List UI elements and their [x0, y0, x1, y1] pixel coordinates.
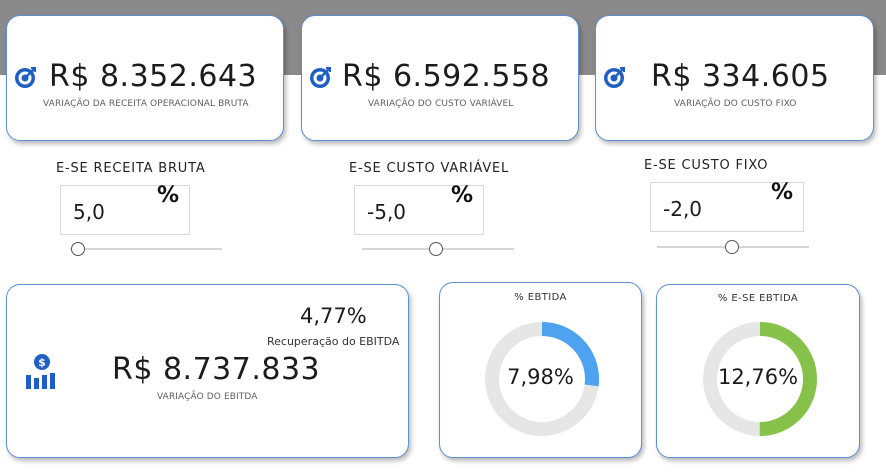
gauge-title: % EBTIDA: [514, 292, 567, 303]
kpi-card-custo-fixo: R$ 334.605 VARIAÇÃO DO CUSTO FIXO: [595, 15, 874, 141]
ebitda-value: R$ 8.737.833: [112, 352, 321, 387]
gauge-value: 7,98%: [507, 365, 574, 389]
kpi-value: R$ 8.352.643: [49, 59, 258, 94]
svg-text:$: $: [38, 356, 46, 369]
target-icon: [604, 67, 625, 88]
ebitda-percent-label: Recuperação do EBITDA: [267, 335, 400, 348]
money-chart-icon: $: [26, 354, 55, 389]
kpi-label: VARIAÇÃO DO CUSTO VARIÁVEL: [368, 99, 514, 109]
slider-thumb-custo-variavel[interactable]: [429, 242, 443, 256]
whatif-input-receita[interactable]: 5,0 %: [60, 183, 190, 235]
whatif-input-custo-variavel[interactable]: -5,0 %: [354, 183, 484, 235]
kpi-card-custo-variavel: R$ 6.592.558 VARIAÇÃO DO CUSTO VARIÁVEL: [301, 15, 579, 141]
kpi-value: R$ 334.605: [651, 59, 830, 94]
whatif-value: 5,0: [73, 200, 105, 224]
gauge-ring: [485, 322, 599, 436]
gauge-arc: [485, 322, 599, 436]
kpi-label: VARIAÇÃO DO CUSTO FIXO: [674, 99, 797, 109]
gauge-value: 12,76%: [717, 365, 799, 389]
target-icon: [15, 67, 36, 88]
kpi-label: VARIAÇÃO DA RECEITA OPERACIONAL BRUTA: [43, 99, 249, 109]
whatif-input-custo-fixo[interactable]: -2,0 %: [650, 180, 804, 232]
percent-symbol: %: [156, 183, 179, 208]
gauge-card-ebtida: % EBTIDA 7,98%: [439, 282, 642, 458]
gauge-ring: [703, 322, 817, 436]
percent-symbol: %: [450, 183, 473, 208]
slider-thumb-custo-fixo[interactable]: [725, 240, 739, 254]
kpi-value: R$ 6.592.558: [342, 59, 551, 94]
whatif-title-custo-variavel: E-SE CUSTO VARIÁVEL: [349, 161, 510, 176]
ebitda-card: 4,77% Recuperação do EBITDA $ R$ 8.737.8…: [6, 284, 409, 458]
slider-track[interactable]: [70, 248, 222, 250]
whatif-value: -5,0: [367, 200, 407, 224]
kpi-card-receita: R$ 8.352.643 VARIAÇÃO DA RECEITA OPERACI…: [6, 15, 284, 141]
percent-symbol: %: [770, 180, 793, 205]
gauge-title: % E-SE EBTIDA: [717, 293, 799, 304]
target-icon: [310, 67, 331, 88]
whatif-title-receita: E-SE RECEITA BRUTA: [56, 161, 206, 176]
whatif-value: -2,0: [663, 197, 703, 221]
ebitda-percent: 4,77%: [300, 304, 367, 328]
whatif-title-custo-fixo: E-SE CUSTO FIXO: [644, 158, 769, 173]
ebitda-label: VARIAÇÃO DO EBITDA: [157, 392, 258, 402]
slider-thumb-receita[interactable]: [71, 242, 85, 256]
gauge-arc: [703, 322, 817, 436]
gauge-card-ese-ebtida: % E-SE EBTIDA 12,76%: [656, 284, 860, 458]
